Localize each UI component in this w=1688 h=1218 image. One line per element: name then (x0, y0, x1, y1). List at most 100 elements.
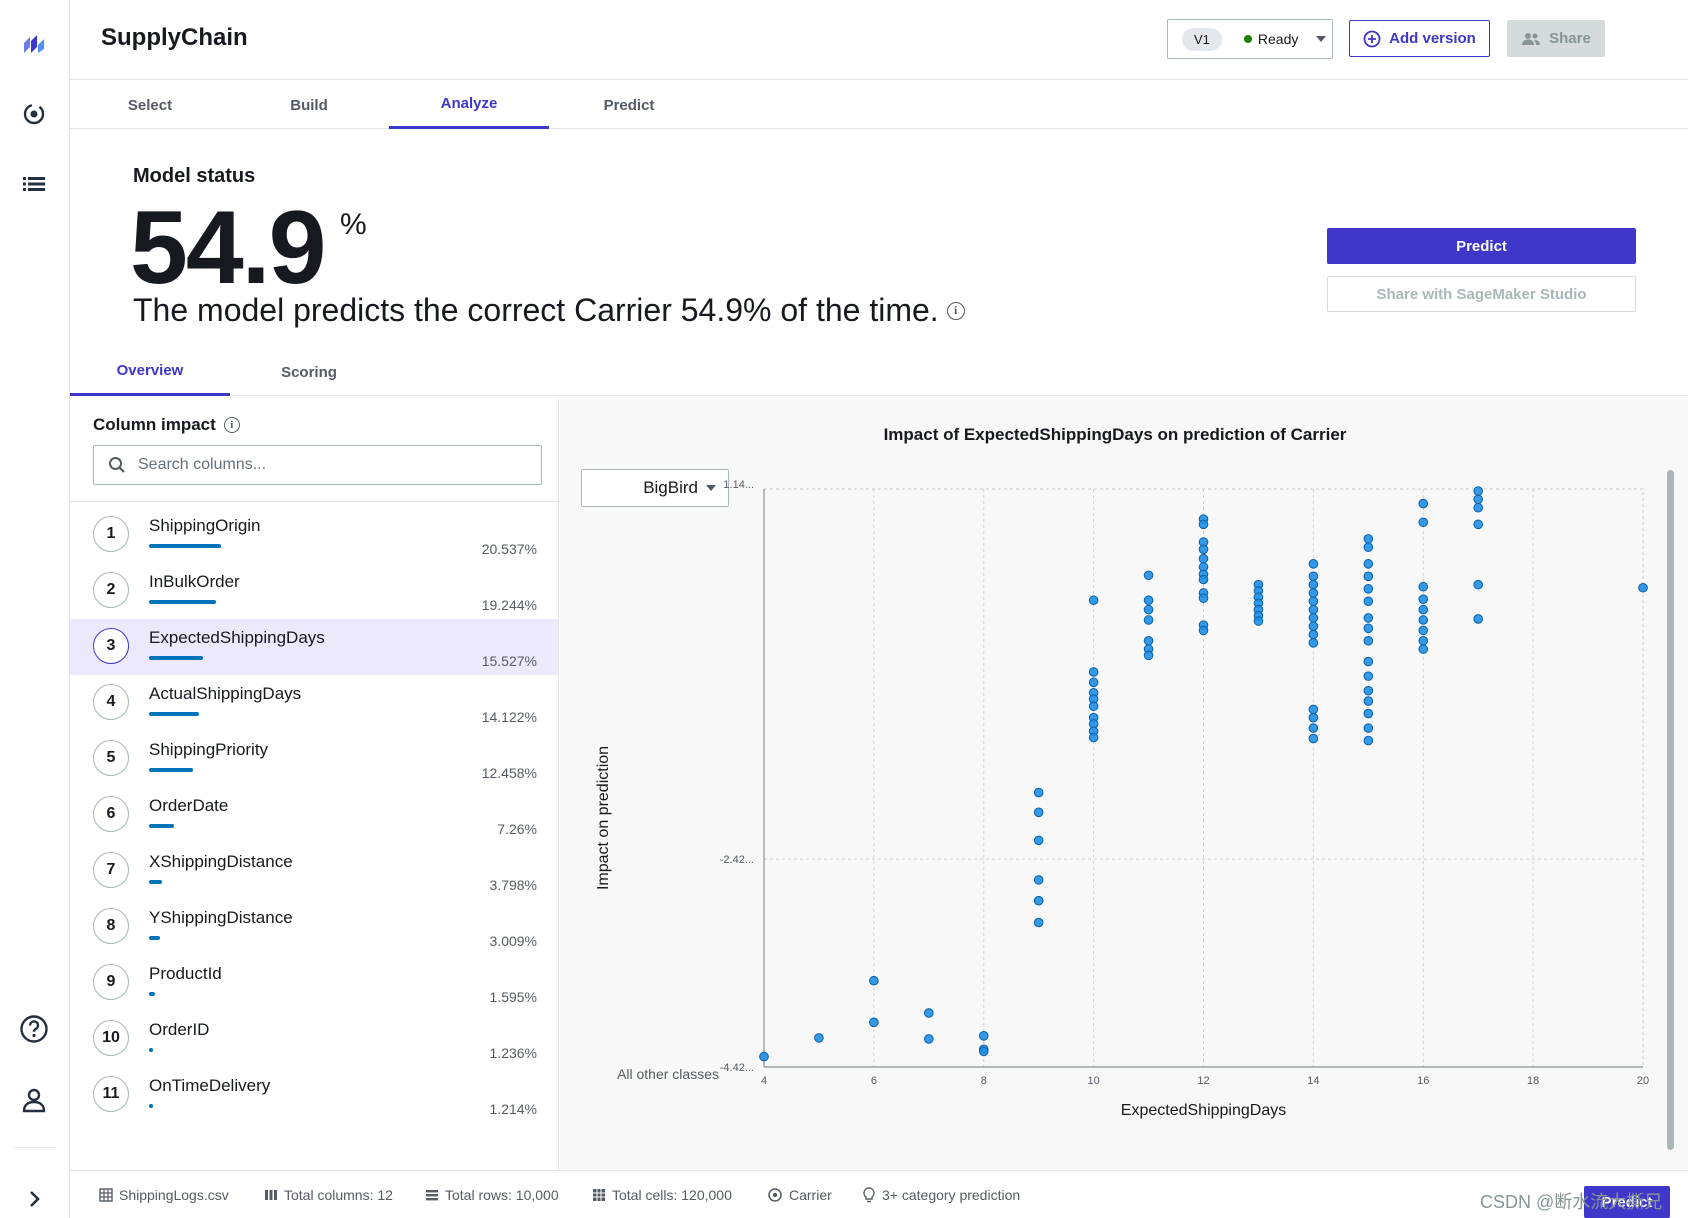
help-icon[interactable] (17, 1012, 51, 1046)
tab-overview[interactable]: Overview (70, 348, 230, 396)
left-rail (0, 0, 70, 1218)
share-button[interactable]: Share (1507, 20, 1605, 57)
chart-scrollbar[interactable] (1667, 470, 1674, 1150)
search-input[interactable] (138, 456, 518, 474)
x-tick-label: 10 (1088, 1075, 1100, 1087)
column-row[interactable]: 5 ShippingPriority 12.458% (70, 731, 558, 787)
class-selector[interactable]: BigBird (581, 469, 729, 507)
impact-percent: 15.527% (481, 653, 537, 669)
data-point (1308, 638, 1319, 648)
logo-icon[interactable] (17, 27, 51, 61)
data-point (1363, 534, 1374, 544)
column-impact-title: Column impact i (93, 415, 240, 435)
tab-predict[interactable]: Predict (603, 96, 655, 114)
x-tick-label: 20 (1637, 1075, 1649, 1087)
column-row[interactable]: 1 ShippingOrigin 20.537% (70, 507, 558, 563)
model-status-heading: Model status (133, 165, 256, 187)
data-point (1308, 733, 1319, 744)
data-point (1308, 613, 1319, 623)
tab-select[interactable]: Select (127, 96, 173, 114)
rank-badge: 2 (93, 572, 129, 608)
tab-scoring[interactable]: Scoring (281, 363, 337, 381)
impact-percent: 1.214% (489, 1101, 537, 1117)
data-point (759, 1051, 769, 1062)
data-point (1308, 559, 1319, 569)
rank-badge: 5 (93, 740, 129, 776)
columns-icon (265, 1190, 277, 1200)
version-selector[interactable]: V1 Ready (1167, 19, 1333, 59)
footer-cells-text: Total cells: 120,000 (612, 1187, 732, 1203)
tab-build[interactable]: Build (290, 96, 328, 114)
column-row[interactable]: 10 OrderID 1.236% (70, 1011, 558, 1067)
impact-chart-panel: Impact of ExpectedShippingDays on predic… (560, 397, 1688, 1170)
column-row[interactable]: 9 ProductId 1.595% (70, 955, 558, 1011)
data-point (1363, 708, 1374, 719)
data-point (1198, 625, 1209, 636)
column-name: XShippingDistance (149, 852, 293, 871)
predict-button[interactable]: Predict (1327, 228, 1636, 264)
column-row[interactable]: 4 ActualShippingDays 14.122% (70, 675, 558, 731)
share-label: Share (1549, 30, 1591, 47)
corner-predict-button[interactable]: Predict (1584, 1186, 1670, 1218)
user-icon[interactable] (17, 1083, 51, 1117)
data-point (1198, 593, 1209, 603)
data-point (1363, 696, 1374, 706)
data-point (1363, 571, 1374, 582)
target-icon (768, 1188, 782, 1202)
column-row[interactable]: 6 OrderDate 7.26% (70, 787, 558, 843)
data-point (1418, 635, 1429, 646)
expand-icon[interactable] (17, 1182, 51, 1216)
data-point (1253, 616, 1264, 626)
data-point (1198, 553, 1209, 564)
data-point (1033, 917, 1044, 928)
column-name: ShippingPriority (149, 740, 269, 759)
list-icon[interactable] (17, 167, 51, 201)
impact-bar (149, 992, 155, 996)
add-version-button[interactable]: Add version (1349, 20, 1490, 57)
data-point (1473, 519, 1483, 530)
column-row[interactable]: 8 YShippingDistance 3.009% (70, 899, 558, 955)
tab-analyze[interactable]: Analyze (389, 81, 549, 129)
column-row[interactable]: 2 InBulkOrder 19.244% (70, 563, 558, 619)
rank-badge: 10 (93, 1020, 129, 1056)
models-icon[interactable] (17, 97, 51, 131)
search-icon (109, 457, 125, 473)
data-point (1088, 677, 1099, 688)
footer-target-text: Carrier (789, 1187, 832, 1203)
data-point (1363, 559, 1374, 569)
data-point (1143, 595, 1154, 606)
data-point (1143, 604, 1154, 615)
column-name: OrderID (149, 1020, 210, 1039)
data-point (869, 975, 879, 986)
data-point (1198, 574, 1209, 585)
impact-percent: 12.458% (481, 765, 537, 781)
y-axis-label: Impact on prediction (595, 746, 612, 890)
accuracy-description: The model predicts the correct Carrier 5… (133, 292, 965, 329)
rank-badge: 4 (93, 684, 129, 720)
impact-percent: 7.26% (497, 821, 537, 837)
footer-target: Carrier (767, 1187, 832, 1203)
data-point (1033, 787, 1044, 798)
x-tick-label: 6 (871, 1075, 877, 1087)
column-name: ProductId (149, 964, 222, 983)
data-point (924, 1034, 934, 1044)
column-row[interactable]: 3 ExpectedShippingDays 15.527% (70, 619, 558, 675)
footer-bar: ShippingLogs.csv Total columns: 12 Total… (70, 1170, 1688, 1218)
data-point (1473, 494, 1483, 505)
column-name: ExpectedShippingDays (149, 628, 325, 647)
class-selected-value: BigBird (643, 478, 698, 497)
column-row[interactable]: 11 OnTimeDelivery 1.214% (70, 1067, 558, 1123)
x-tick-label: 4 (761, 1075, 767, 1087)
share-with-studio-button[interactable]: Share with SageMaker Studio (1327, 276, 1636, 312)
chevron-down-icon (1316, 36, 1327, 42)
info-icon[interactable]: i (223, 417, 240, 433)
impact-percent: 14.122% (481, 709, 537, 725)
data-point (924, 1008, 934, 1018)
info-icon[interactable]: i (946, 301, 965, 320)
column-row[interactable]: 7 XShippingDistance 3.798% (70, 843, 558, 899)
column-name: InBulkOrder (149, 572, 240, 591)
impact-percent: 3.798% (489, 877, 537, 893)
data-point (1308, 579, 1319, 590)
impact-bar (149, 936, 160, 940)
footer-problem-type-text: 3+ category prediction (882, 1187, 1021, 1203)
